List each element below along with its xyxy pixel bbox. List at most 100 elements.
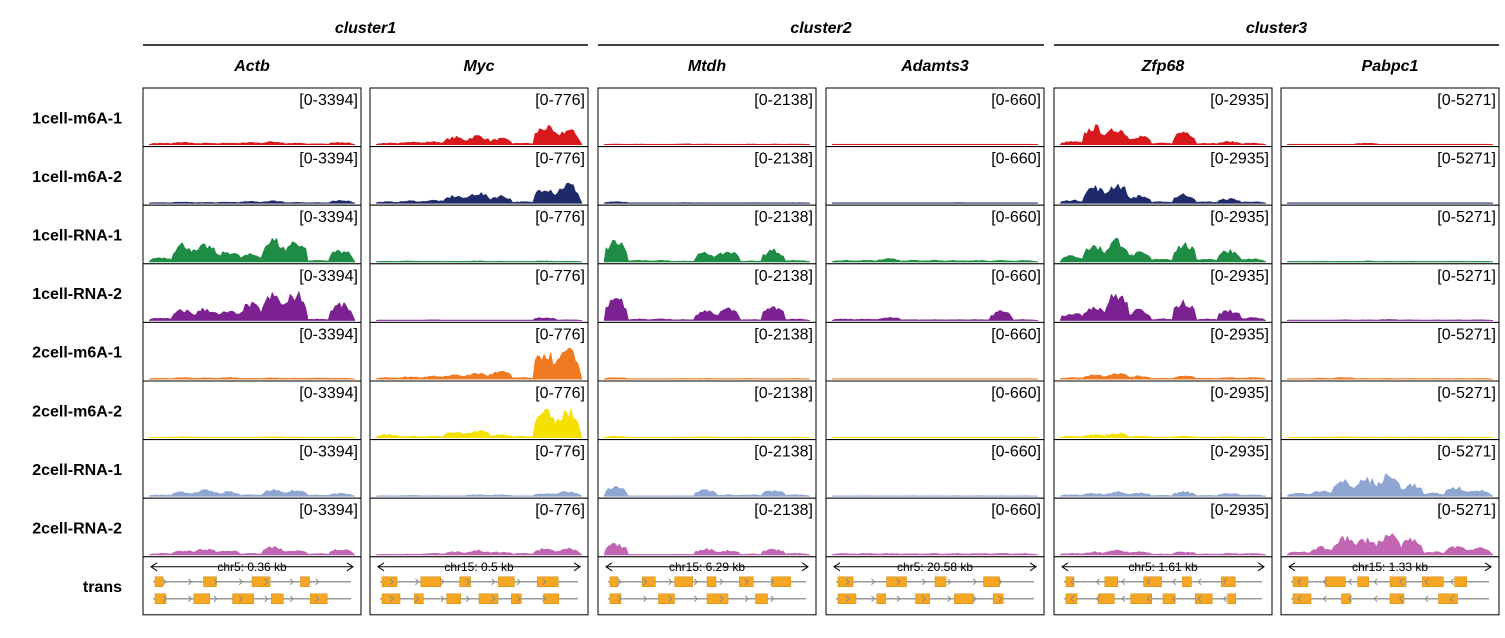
transcript-exon xyxy=(992,593,1004,605)
panel-2cell-m6a-2-actb: [0-3394] xyxy=(142,380,362,441)
transcript-exon xyxy=(1227,593,1236,605)
track-panels: [0-3394] [0-776] [0-2138] [0-660] [0-2935] [0… xyxy=(142,87,1500,558)
strand-arrow xyxy=(744,578,749,586)
panel-1cell-m6a-1-adamts3: [0-660] xyxy=(825,87,1045,148)
panel-1cell-rna-1-pabpc1: [0-5271] xyxy=(1280,204,1500,265)
range-label: [0-776] xyxy=(535,209,585,226)
transcript-panel-mtdh: chr15: 6.29 kb xyxy=(597,556,817,616)
range-label: [0-660] xyxy=(991,92,1041,109)
gene-title-mtdh: Mtdh xyxy=(688,58,726,75)
strand-arrow xyxy=(668,595,673,603)
locus-label: chr15: 1.33 kb xyxy=(1352,560,1428,574)
strand-arrow xyxy=(315,578,320,586)
range-label: [0-776] xyxy=(535,385,585,402)
panel-frame xyxy=(1280,263,1500,323)
panel-frame xyxy=(825,146,1045,206)
transcript-exon xyxy=(674,576,693,588)
range-label: [0-660] xyxy=(991,326,1041,343)
signal-area xyxy=(375,547,583,556)
strand-arrow xyxy=(213,578,218,586)
scale-arrow-right xyxy=(1484,562,1492,572)
strand-arrow xyxy=(1424,578,1429,586)
row-label-1cell-rna-1: 1cell-RNA-1 xyxy=(32,228,122,245)
range-label: [0-776] xyxy=(535,151,585,168)
strand-arrow xyxy=(213,595,218,603)
panel-frame xyxy=(142,321,362,382)
panel-frame xyxy=(1280,204,1500,265)
transcript-exon xyxy=(511,593,522,605)
strand-arrow xyxy=(1348,578,1353,586)
gene-title-actb: Actb xyxy=(233,58,270,75)
scale-arrow-left xyxy=(605,562,613,572)
panel-1cell-rna-2-adamts3: [0-660] xyxy=(825,263,1045,323)
signal-area xyxy=(148,199,356,204)
transcript-exon xyxy=(1341,593,1351,605)
strand-arrow xyxy=(415,578,420,586)
signal-area xyxy=(831,309,1039,321)
transcript-exon xyxy=(536,576,559,588)
panel-1cell-rna-1-myc: [0-776] xyxy=(369,204,589,265)
scale-arrow-left xyxy=(1288,562,1296,572)
panel-2cell-m6a-1-adamts3: [0-660] xyxy=(825,321,1045,382)
signal-area xyxy=(375,124,583,145)
panel-1cell-m6a-1-zfp68: [0-2935] xyxy=(1053,87,1273,148)
transcript-exon xyxy=(1182,576,1192,588)
strand-arrow xyxy=(693,595,698,603)
range-label: [0-5271] xyxy=(1437,326,1496,343)
row-label-2cell-m6a-1: 2cell-m6A-1 xyxy=(32,345,122,362)
strand-arrow xyxy=(542,595,547,603)
strand-arrow xyxy=(845,578,850,586)
strand-arrow xyxy=(440,578,445,586)
panel-1cell-m6a-2-adamts3: [0-660] xyxy=(825,146,1045,206)
transcript-exon xyxy=(203,576,217,588)
range-label: [0-3394] xyxy=(299,444,358,461)
strand-arrow xyxy=(1222,595,1227,603)
range-label: [0-2935] xyxy=(1210,209,1269,226)
panel-2cell-rna-1-actb: [0-3394] xyxy=(142,439,362,499)
strand-arrow xyxy=(921,595,926,603)
strand-arrow xyxy=(1322,595,1327,603)
strand-arrow xyxy=(1095,595,1100,603)
strand-arrow xyxy=(998,595,1003,603)
transcript-exon xyxy=(1422,576,1444,588)
row-label-2cell-rna-2: 2cell-RNA-2 xyxy=(32,521,122,538)
transcript-exon xyxy=(1438,593,1458,605)
signal-area xyxy=(148,290,356,321)
range-label: [0-2935] xyxy=(1210,151,1269,168)
transcript-exon xyxy=(755,593,768,605)
range-label: [0-5271] xyxy=(1437,385,1496,402)
transcript-exon xyxy=(381,576,398,588)
transcript-exon xyxy=(1454,576,1467,588)
panel-1cell-m6a-1-actb: [0-3394] xyxy=(142,87,362,148)
strand-arrow xyxy=(1449,595,1454,603)
transcript-exon xyxy=(1292,593,1312,605)
transcript-exon xyxy=(251,576,271,588)
strand-arrow xyxy=(845,595,850,603)
transcript-panel-adamts3: chr5: 20.58 kb xyxy=(825,556,1045,616)
strand-arrow xyxy=(1222,578,1227,586)
transcript-exon xyxy=(1195,593,1213,605)
range-label: [0-2138] xyxy=(754,92,813,109)
strand-arrow xyxy=(643,578,648,586)
signal-area xyxy=(375,408,583,438)
panel-2cell-rna-1-pabpc1: [0-5271] xyxy=(1280,439,1500,499)
range-label: [0-2935] xyxy=(1210,326,1269,343)
panel-frame xyxy=(825,321,1045,382)
strand-arrow xyxy=(1399,578,1404,586)
strand-arrow xyxy=(1146,595,1151,603)
strand-arrow xyxy=(770,595,775,603)
strand-arrow xyxy=(1172,578,1177,586)
strand-arrow xyxy=(1197,595,1202,603)
panel-2cell-m6a-1-pabpc1: [0-5271] xyxy=(1280,321,1500,382)
panel-frame xyxy=(825,87,1045,148)
strand-arrow xyxy=(1197,578,1202,586)
strand-arrow xyxy=(1297,578,1302,586)
panel-2cell-m6a-2-mtdh: [0-2138] xyxy=(597,380,817,441)
strand-arrow xyxy=(947,578,952,586)
range-label: [0-660] xyxy=(991,151,1041,168)
transcript-panel-pabpc1: chr15: 1.33 kb xyxy=(1280,556,1500,616)
panel-1cell-m6a-1-mtdh: [0-2138] xyxy=(597,87,817,148)
panel-frame xyxy=(825,380,1045,441)
strand-arrow xyxy=(465,578,470,586)
panel-1cell-rna-2-pabpc1: [0-5271] xyxy=(1280,263,1500,323)
